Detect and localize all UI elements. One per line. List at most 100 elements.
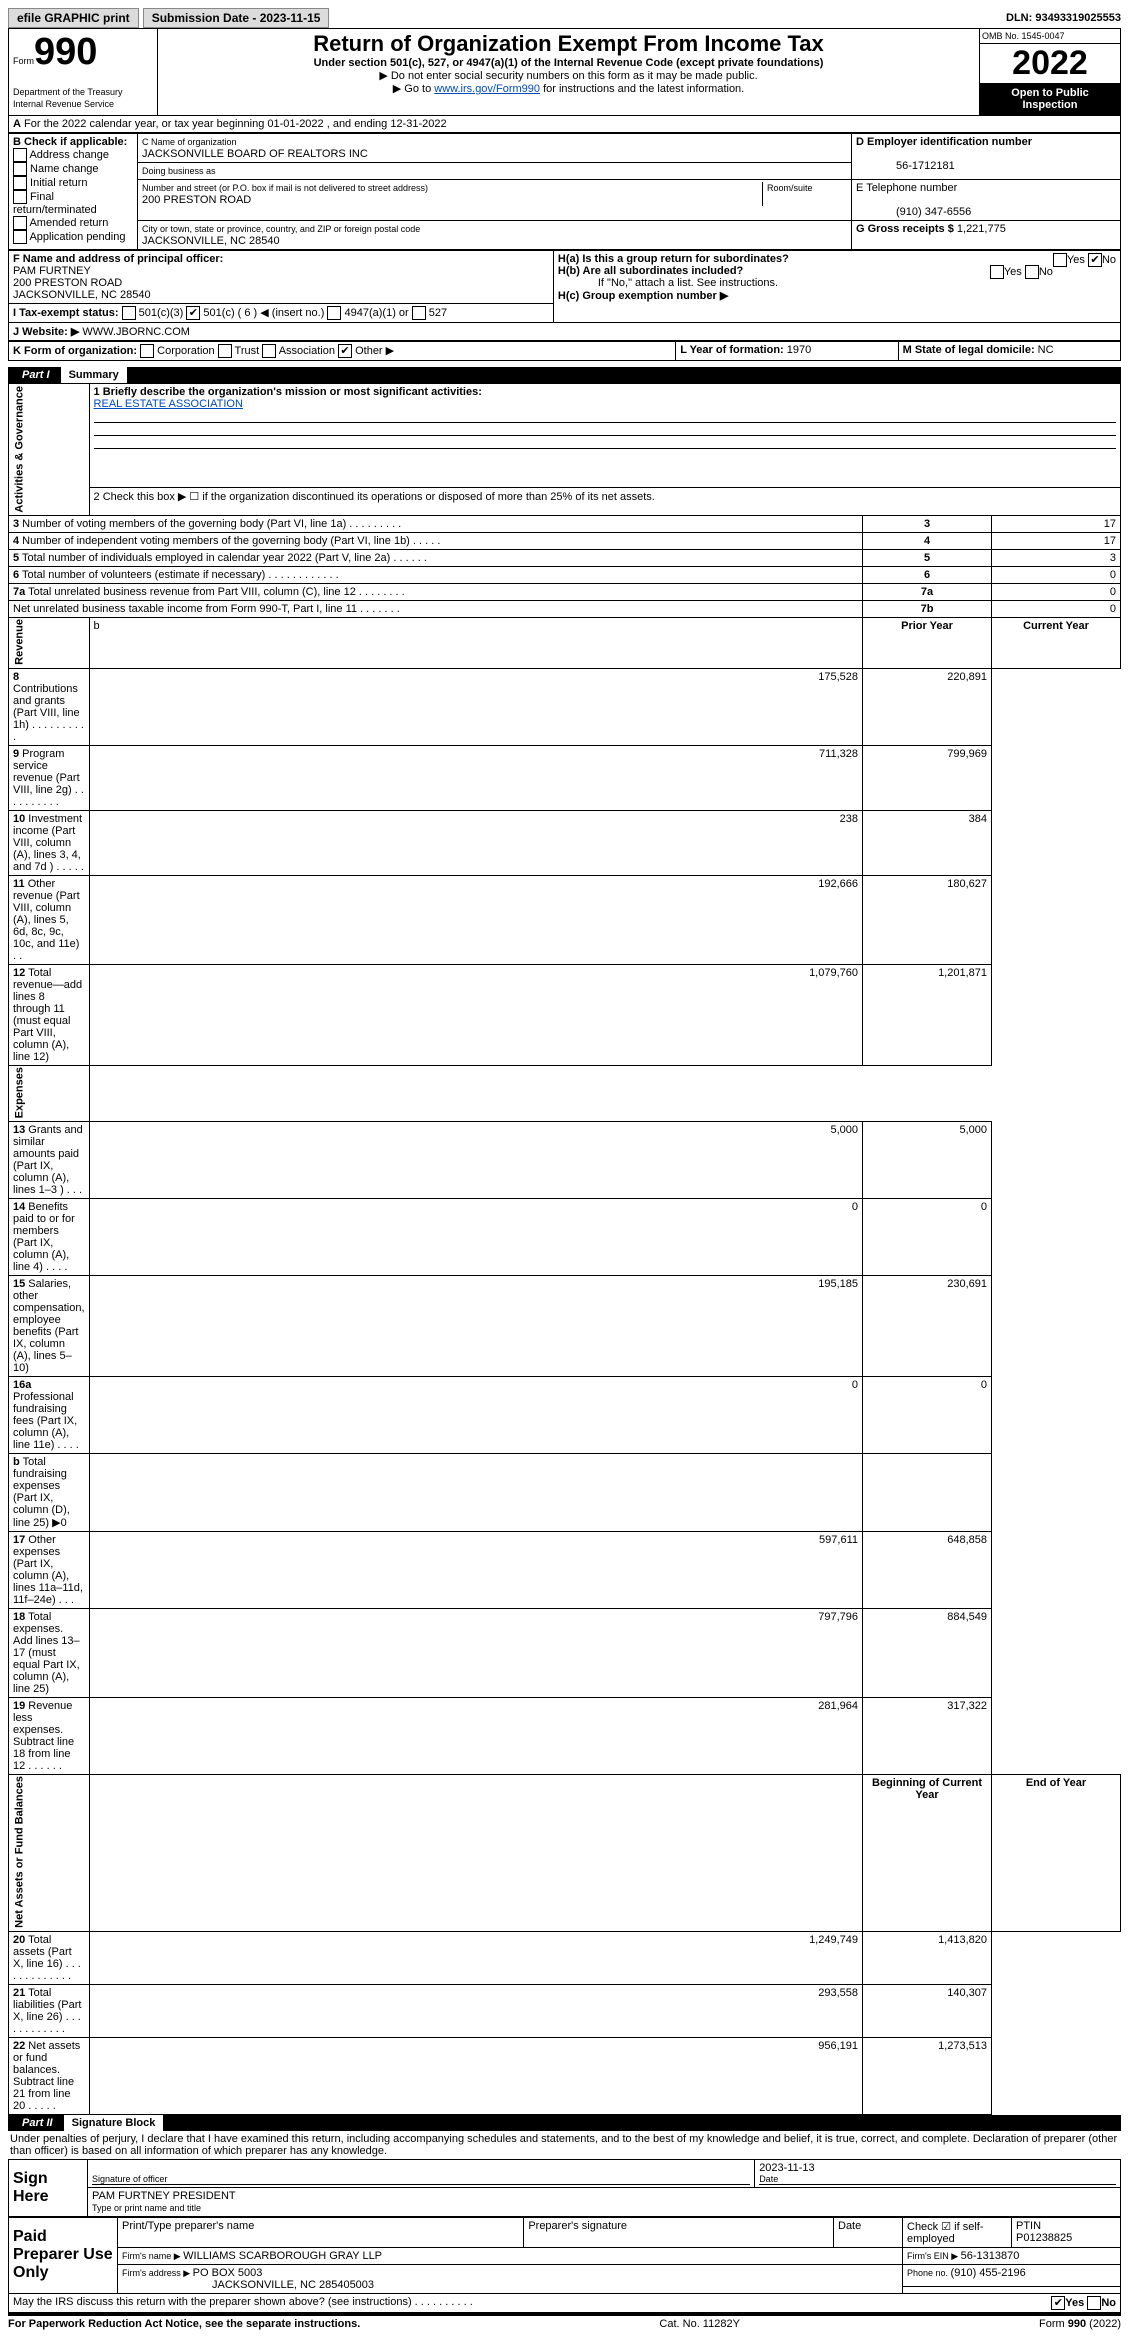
colb: b xyxy=(89,617,862,668)
hb-no[interactable] xyxy=(1025,265,1039,279)
year-formed: 1970 xyxy=(787,344,811,356)
submission-btn[interactable]: Submission Date - 2023-11-15 xyxy=(143,8,330,28)
discuss-q: May the IRS discuss this return with the… xyxy=(13,2296,473,2310)
mission-link[interactable]: REAL ESTATE ASSOCIATION xyxy=(94,398,243,410)
gross-receipts: 1,221,775 xyxy=(957,223,1006,235)
efile-btn[interactable]: efile GRAPHIC print xyxy=(8,8,139,28)
sig-cell: Signature of officer xyxy=(88,2159,755,2187)
d-label: D Employer identification number xyxy=(856,136,1032,148)
k-label: K Form of organization: xyxy=(13,345,137,357)
ha: H(a) Is this a group return for subordin… xyxy=(558,253,789,265)
g-box: G Gross receipts $ 1,221,775 xyxy=(852,221,1121,250)
fp-label: Phone no. xyxy=(907,2268,951,2278)
firm-addr: Firm's address ▶ PO BOX 5003JACKSONVILLE… xyxy=(118,2264,903,2293)
klm: K Form of organization: Corporation Trus… xyxy=(8,341,1121,361)
main-title: Return of Organization Exempt From Incom… xyxy=(162,31,975,57)
note2b: for instructions and the latest informat… xyxy=(540,83,744,95)
nethead-py: Beginning of Current Year xyxy=(863,1774,992,1931)
f-label: F Name and address of principal officer: xyxy=(13,253,223,265)
form-foot: Form 990 (2022) xyxy=(1039,2318,1121,2330)
summary-table: Activities & Governance 1 Briefly descri… xyxy=(8,383,1121,2115)
sign-table: Sign Here Signature of officer 2023-11-1… xyxy=(8,2159,1121,2217)
city-label: City or town, state or province, country… xyxy=(142,224,420,234)
date-label: Date xyxy=(759,2174,1116,2185)
officer-sig-name: PAM FURTNEY PRESIDENT xyxy=(92,2190,236,2202)
firm: WILLIAMS SCARBOROUGH GRAY LLP xyxy=(183,2250,382,2262)
firm-name: Firm's name ▶ WILLIAMS SCARBOROUGH GRAY … xyxy=(118,2247,903,2264)
cy-head: Current Year xyxy=(992,617,1121,668)
sub-label: Submission Date - xyxy=(152,11,260,25)
dln-label: DLN: xyxy=(1006,12,1035,24)
omb: OMB No. 1545-0047 xyxy=(980,29,1120,44)
h-box: H(a) Is this a group return for subordin… xyxy=(553,251,1120,323)
note1: ▶ Do not enter social security numbers o… xyxy=(162,69,975,82)
k-box: K Form of organization: Corporation Trus… xyxy=(9,342,676,361)
B-box: B Check if applicable: Address change Na… xyxy=(9,134,138,250)
e-box: E Telephone number (910) 347-6556 xyxy=(852,180,1121,221)
firm-ein: Firm's EIN ▶ 56-1313870 xyxy=(903,2247,1121,2264)
p2: Part II xyxy=(14,2115,61,2131)
hc: H(c) Group exemption number ▶ xyxy=(558,290,728,302)
fn-label: Firm's name ▶ xyxy=(122,2251,183,2261)
part2-head: Part II Signature Block xyxy=(8,2115,1121,2131)
ha-yes[interactable] xyxy=(1053,253,1067,267)
footer: For Paperwork Reduction Act Notice, see … xyxy=(8,2313,1121,2332)
c-name-label: C Name of organization xyxy=(142,137,237,147)
yes2: Yes xyxy=(1004,266,1022,278)
discuss-no[interactable] xyxy=(1087,2296,1101,2310)
q1: 1 Briefly describe the organization's mi… xyxy=(89,384,1120,488)
self-emp: Check ☑ if self-employed xyxy=(907,2221,984,2245)
py-head: Prior Year xyxy=(863,617,992,668)
q2: 2 Check this box ▶ ☐ if the organization… xyxy=(89,488,1120,516)
chk-cell: Check ☑ if self-employed xyxy=(903,2217,1012,2247)
side-net: Net Assets or Fund Balances xyxy=(9,1774,90,1931)
dn: No xyxy=(1101,2297,1116,2309)
fa2: JACKSONVILLE, NC 285405003 xyxy=(122,2279,374,2291)
header-table: Form990 Department of the Treasury Inter… xyxy=(8,28,1121,116)
city-val: JACKSONVILLE, NC 28540 xyxy=(142,235,280,247)
subtitle: Under section 501(c), 527, or 4947(a)(1)… xyxy=(314,57,824,69)
pra: For Paperwork Reduction Act Notice, see … xyxy=(8,2318,360,2330)
m-box: M State of legal domicile: NC xyxy=(898,342,1120,361)
form-num: 990 xyxy=(34,31,97,73)
org-name: JACKSONVILLE BOARD OF REALTORS INC xyxy=(142,148,368,160)
side-rev: Revenue xyxy=(9,617,90,668)
officer-addr2: JACKSONVILLE, NC 28540 xyxy=(13,289,151,301)
cat: Cat. No. 11282Y xyxy=(659,2318,740,2330)
domicile: NC xyxy=(1038,344,1054,356)
city: City or town, state or province, country… xyxy=(138,221,852,250)
ptin-cell: PTINP01238825 xyxy=(1012,2217,1121,2247)
paid-label: Paid Preparer Use Only xyxy=(9,2217,118,2293)
p1: Part I xyxy=(14,367,58,383)
ein-label: Firm's EIN ▶ xyxy=(907,2251,961,2261)
discuss-yes[interactable]: ✔ xyxy=(1051,2296,1065,2310)
date-cell: 2023-11-13Date xyxy=(755,2159,1121,2187)
prep-name-h: Print/Type preparer's name xyxy=(118,2217,524,2247)
street: Number and street (or P.O. box if mail i… xyxy=(138,180,852,221)
nethead-cy: End of Year xyxy=(992,1774,1121,1931)
d-box: D Employer identification number56-17121… xyxy=(852,134,1121,180)
phone: (910) 347-6556 xyxy=(856,206,971,218)
l-box: L Year of formation: 1970 xyxy=(676,342,898,361)
dln: DLN: 93493319025553 xyxy=(1006,12,1121,24)
firm-phone: Phone no. (910) 455-2196 xyxy=(903,2264,1121,2286)
side-exp: Expenses xyxy=(9,1065,90,1121)
m-label: M State of legal domicile: xyxy=(903,344,1038,356)
year-cell: OMB No. 1545-0047 2022 Open to Public In… xyxy=(980,29,1121,116)
fp: (910) 455-2196 xyxy=(951,2267,1026,2279)
i-box: I Tax-exempt status: 501(c)(3) ✔ 501(c) … xyxy=(9,304,554,323)
website: WWW.JBORNC.COM xyxy=(82,326,190,338)
c-name: C Name of organizationJACKSONVILLE BOARD… xyxy=(138,134,852,163)
no2: No xyxy=(1039,266,1053,278)
form-word: Form xyxy=(13,56,34,66)
declaration: Under penalties of perjury, I declare th… xyxy=(8,2131,1121,2159)
sign-date: 2023-11-13 xyxy=(759,2162,814,2174)
ha-no[interactable]: ✔ xyxy=(1088,253,1102,267)
part1-head: Part I Summary xyxy=(8,367,1121,383)
irs-link[interactable]: www.irs.gov/Form990 xyxy=(434,83,540,95)
ptin: P01238825 xyxy=(1016,2232,1072,2244)
hb-yes[interactable] xyxy=(990,265,1004,279)
paid-table: Paid Preparer Use Only Print/Type prepar… xyxy=(8,2217,1121,2294)
fhijk: F Name and address of principal officer:… xyxy=(8,250,1121,341)
e-label: E Telephone number xyxy=(856,182,957,194)
